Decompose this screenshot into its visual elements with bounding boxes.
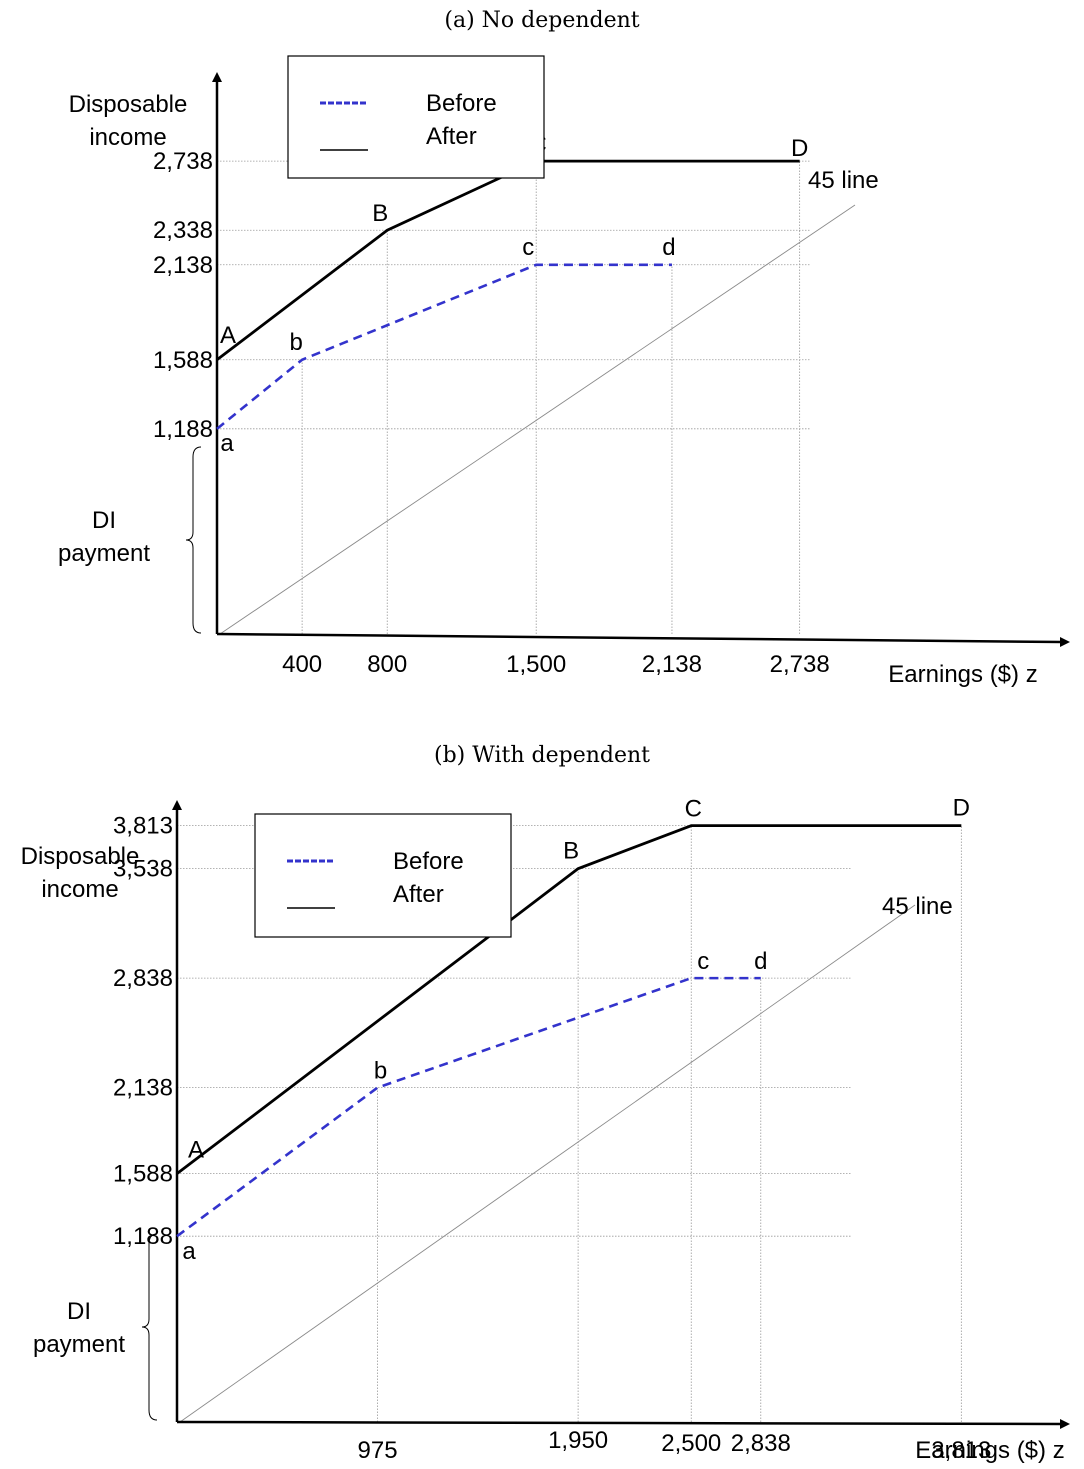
y-axis-label-line-2: income xyxy=(89,124,166,151)
point-label-a: a xyxy=(220,430,234,457)
series-line-after xyxy=(216,159,800,361)
gridlines xyxy=(217,160,810,634)
y-tick-label: 3,813 xyxy=(113,813,173,840)
x-tick-label: 1,500 xyxy=(506,651,566,678)
chart-panel-a: (a) No dependent 45 line Disposable income E… xyxy=(58,8,1070,688)
x-axis xyxy=(176,1420,1063,1426)
legend-label-before: Before xyxy=(426,90,497,117)
x-tick-label: 1,950 xyxy=(548,1427,608,1454)
y-axis-label-line-1: Disposable xyxy=(69,91,188,118)
point-label-B: B xyxy=(563,838,579,865)
x-tick-label: 800 xyxy=(367,651,407,678)
point-label-D: D xyxy=(953,795,970,822)
x-tick-label: 2,738 xyxy=(770,651,830,678)
legend: Before After xyxy=(254,813,512,938)
x-tick-label: 400 xyxy=(282,651,322,678)
x-axis xyxy=(216,632,1063,644)
brace-label-line-1: DI xyxy=(92,507,116,534)
y-tick-label: 2,138 xyxy=(113,1075,173,1102)
y-tick-label: 1,588 xyxy=(113,1161,173,1188)
x-axis-label: Earnings ($) z xyxy=(888,661,1037,688)
point-label-C: C xyxy=(685,796,702,823)
point-label-A: A xyxy=(220,322,236,349)
y-tick-label: 1,588 xyxy=(153,347,213,374)
x-tick-label: 2,838 xyxy=(731,1430,791,1457)
x-axis-arrow-icon xyxy=(1060,637,1070,647)
x-tick-label: 3,813 xyxy=(931,1437,991,1464)
brace-label-line-2: payment xyxy=(33,1331,125,1358)
y-axis-label-line-1: Disposable xyxy=(21,843,140,870)
y-tick-label: 2,738 xyxy=(153,148,213,175)
legend-label-after: After xyxy=(426,123,477,150)
y-axis-arrow-icon xyxy=(212,72,222,82)
series-line-before xyxy=(176,976,761,1238)
brace-label-line-1: DI xyxy=(67,1298,91,1325)
y-tick-label: 1,188 xyxy=(153,416,213,443)
reference-line-label: 45 line xyxy=(808,167,879,194)
legend: Before After xyxy=(287,55,545,179)
point-label-b: b xyxy=(289,329,302,356)
point-label-c: c xyxy=(522,234,534,261)
y-tick-label: 3,538 xyxy=(113,856,173,883)
point-label-d: d xyxy=(754,948,767,975)
y-tick-label: 2,138 xyxy=(153,252,213,279)
legend-box xyxy=(287,55,545,179)
point-label-B: B xyxy=(372,200,388,227)
point-label-D: D xyxy=(791,135,808,162)
point-label-a: a xyxy=(182,1238,196,1265)
chart-title: (b) With dependent xyxy=(434,743,650,768)
x-tick-label: 2,500 xyxy=(661,1430,721,1457)
reference-line-45 xyxy=(219,204,856,635)
chart-title: (a) No dependent xyxy=(444,8,639,33)
di-payment-brace xyxy=(185,446,202,634)
point-label-b: b xyxy=(374,1058,387,1085)
brace-label-line-2: payment xyxy=(58,540,150,567)
point-label-c: c xyxy=(697,948,709,975)
reference-line-label: 45 line xyxy=(882,893,953,920)
y-tick-label: 2,838 xyxy=(113,965,173,992)
y-tick-label: 2,338 xyxy=(153,217,213,244)
x-tick-label: 975 xyxy=(358,1437,398,1464)
point-label-A: A xyxy=(188,1137,204,1164)
x-tick-label: 2,138 xyxy=(642,651,702,678)
point-label-d: d xyxy=(662,234,675,261)
series-line-after xyxy=(176,824,962,1175)
y-tick-label: 1,188 xyxy=(113,1223,173,1250)
reference-line-45 xyxy=(179,904,916,1423)
x-axis-arrow-icon xyxy=(1060,1419,1070,1429)
y-axis-arrow-icon xyxy=(172,800,182,810)
x-axis-label: Earnings ($) z xyxy=(915,1437,1064,1464)
legend-label-before: Before xyxy=(393,848,464,875)
series-line-before xyxy=(216,263,672,430)
legend-label-after: After xyxy=(393,881,444,908)
di-payment-brace xyxy=(141,1233,158,1421)
y-axis-label-line-2: income xyxy=(41,876,118,903)
legend-box xyxy=(254,813,512,938)
chart-panel-b: (b) With dependent 45 line Disposable incom… xyxy=(21,743,1070,1464)
